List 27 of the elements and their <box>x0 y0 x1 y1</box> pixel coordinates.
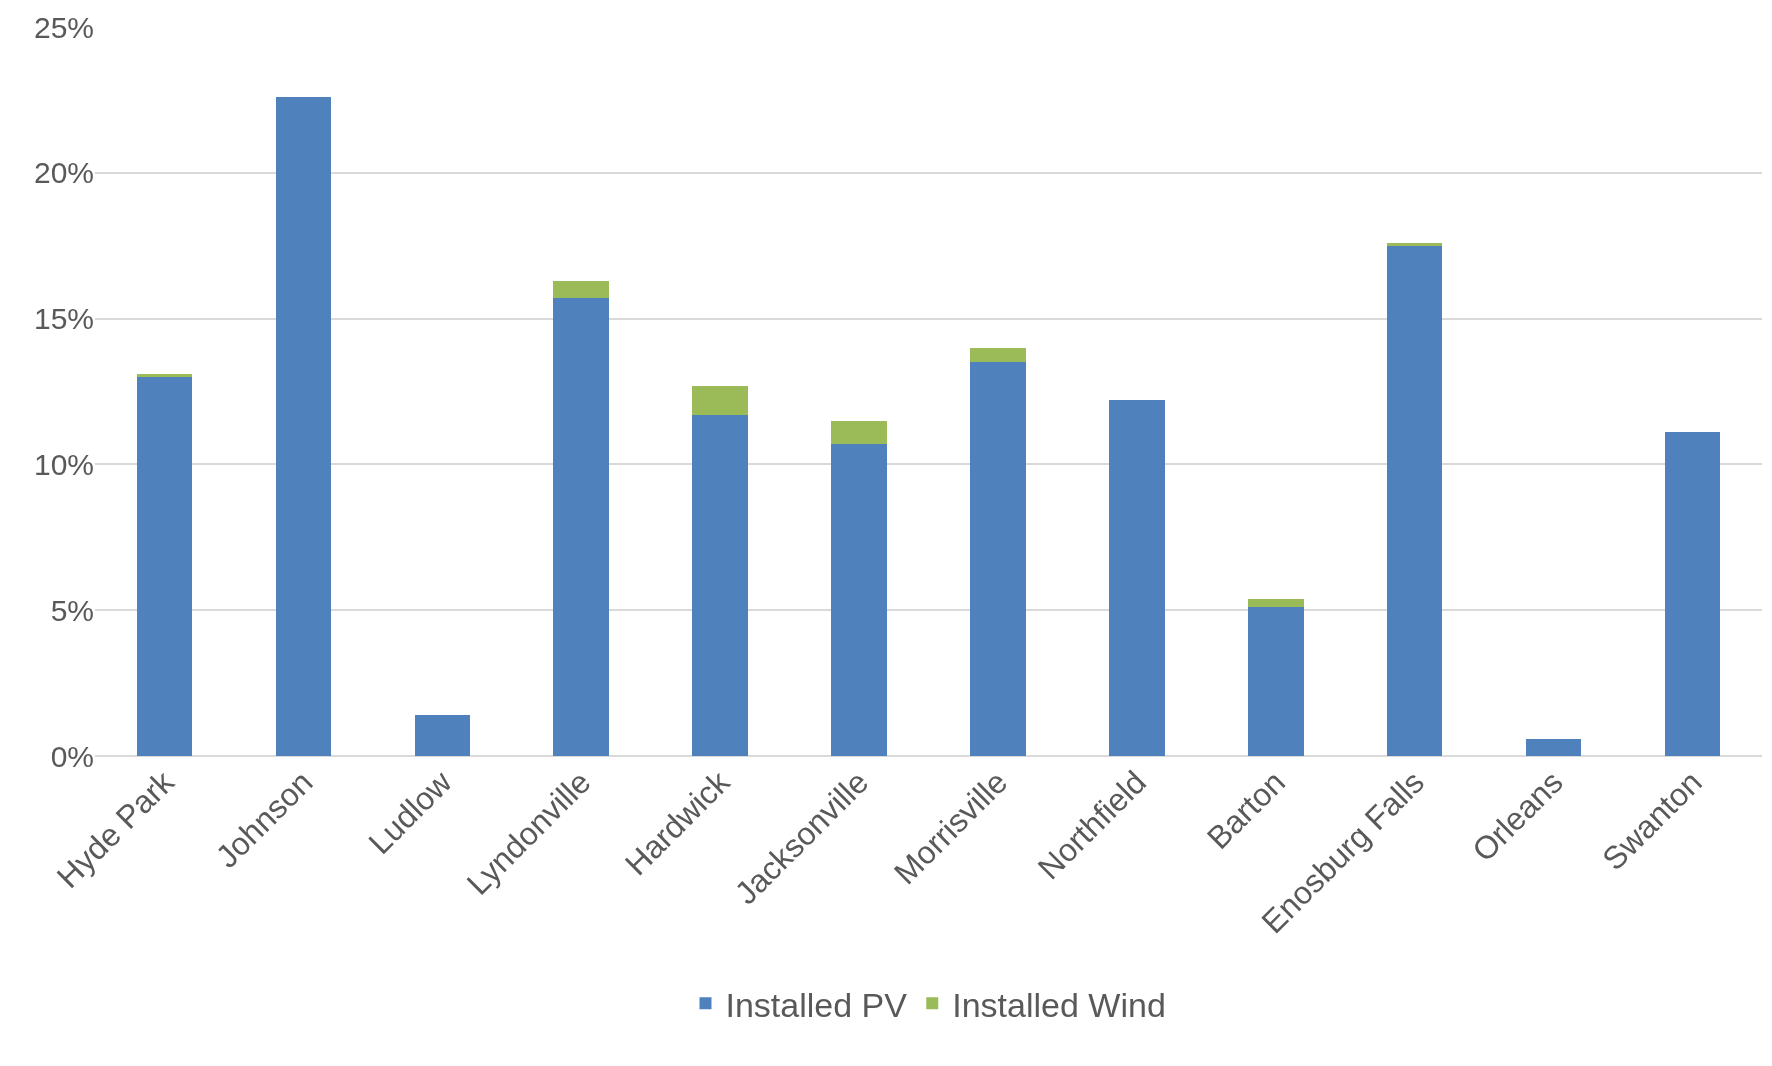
y-tick-label: 0% <box>50 739 94 773</box>
y-tick-label: 10% <box>33 447 94 481</box>
bar <box>414 715 471 756</box>
y-tick-label: 15% <box>33 302 94 336</box>
bar <box>1664 432 1721 756</box>
bar <box>831 443 887 756</box>
bar <box>553 298 609 756</box>
bar <box>970 347 1026 363</box>
bar <box>831 420 887 444</box>
bar <box>1109 400 1165 756</box>
y-tick-label: 25% <box>33 10 94 44</box>
legend-label: Installed Wind <box>952 985 1166 1024</box>
bar <box>692 414 748 756</box>
bar <box>1248 598 1304 608</box>
bar <box>1386 245 1443 756</box>
bar <box>692 385 748 415</box>
bar <box>275 96 332 756</box>
bar <box>136 376 193 756</box>
bar <box>553 280 609 299</box>
y-tick-label: 5% <box>50 593 94 627</box>
bar <box>1525 738 1582 756</box>
legend-label: Installed PV <box>725 985 908 1024</box>
bar <box>970 362 1026 756</box>
bar <box>1248 607 1304 756</box>
y-tick-label: 20% <box>33 156 94 190</box>
bar <box>1386 242 1443 246</box>
bar <box>136 374 193 377</box>
